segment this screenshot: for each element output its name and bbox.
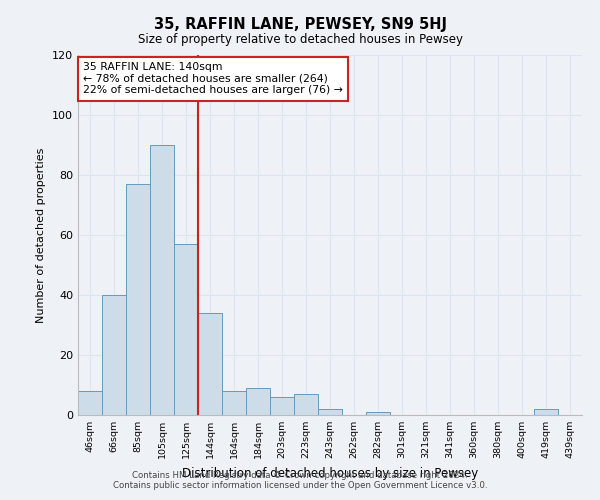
X-axis label: Distribution of detached houses by size in Pewsey: Distribution of detached houses by size … — [182, 466, 478, 479]
Bar — [174, 244, 198, 415]
Bar — [294, 394, 318, 415]
Text: Contains HM Land Registry data © Crown copyright and database right 2024.: Contains HM Land Registry data © Crown c… — [132, 471, 468, 480]
Bar — [198, 313, 222, 415]
Bar — [222, 391, 246, 415]
Bar — [102, 295, 126, 415]
Y-axis label: Number of detached properties: Number of detached properties — [37, 148, 46, 322]
Bar — [246, 388, 270, 415]
Bar — [270, 397, 294, 415]
Bar — [126, 184, 150, 415]
Text: 35 RAFFIN LANE: 140sqm
← 78% of detached houses are smaller (264)
22% of semi-de: 35 RAFFIN LANE: 140sqm ← 78% of detached… — [83, 62, 343, 96]
Text: Contains public sector information licensed under the Open Government Licence v3: Contains public sector information licen… — [113, 481, 487, 490]
Bar — [150, 145, 174, 415]
Text: Size of property relative to detached houses in Pewsey: Size of property relative to detached ho… — [137, 32, 463, 46]
Bar — [318, 409, 342, 415]
Bar — [78, 391, 102, 415]
Text: 35, RAFFIN LANE, PEWSEY, SN9 5HJ: 35, RAFFIN LANE, PEWSEY, SN9 5HJ — [154, 18, 446, 32]
Bar — [366, 412, 390, 415]
Bar — [534, 409, 558, 415]
